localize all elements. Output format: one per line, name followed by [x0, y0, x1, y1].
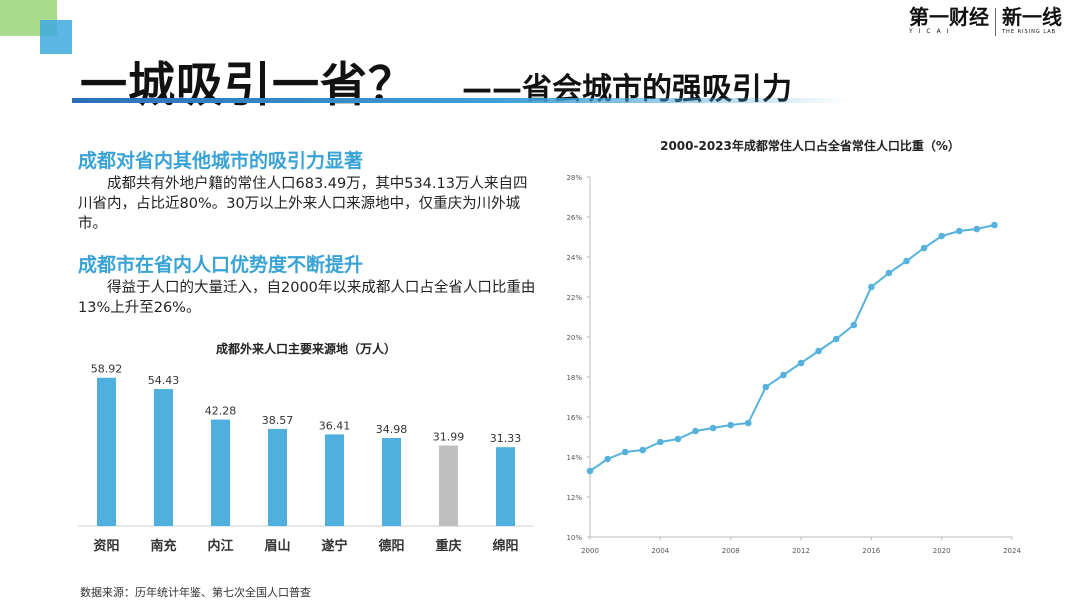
- bar-category-label: 资阳: [93, 538, 119, 554]
- data-point: [780, 371, 787, 379]
- data-point: [692, 427, 699, 435]
- y-tick-label: 10%: [566, 534, 582, 542]
- bar: [382, 437, 401, 526]
- logo-separator: [995, 8, 996, 36]
- bar-category-label: 内江: [207, 538, 233, 554]
- x-tick-label: 2012: [792, 547, 810, 555]
- bar-value-label: 38.57: [262, 414, 294, 427]
- rising-lab-logo: 新一线 THE RISING LAB: [1002, 6, 1062, 36]
- bar-category-label: 南充: [150, 538, 176, 554]
- y-tick-label: 26%: [566, 214, 582, 222]
- x-tick-label: 2020: [933, 547, 951, 555]
- corner-decoration-blue: [40, 20, 72, 54]
- x-tick-label: 2024: [1003, 547, 1021, 555]
- bar-category-label: 遂宁: [321, 538, 347, 554]
- bar-category-label: 眉山: [264, 538, 290, 554]
- data-point: [586, 467, 594, 475]
- bar-value-label: 36.41: [319, 419, 351, 432]
- data-point: [604, 455, 611, 463]
- data-point: [639, 446, 647, 454]
- rising-lab-logo-text: 新一线: [1002, 5, 1062, 29]
- bar: [211, 419, 230, 526]
- y-tick-label: 16%: [566, 414, 582, 422]
- bar: [154, 389, 173, 526]
- section-heading-1: 成都对省内其他城市的吸引力显著: [78, 150, 364, 172]
- section-text-2: 得益于人口的大量迁入，自2000年以来成都人口占全省人口比重由13%上升至26%…: [78, 280, 536, 316]
- data-point: [991, 221, 998, 229]
- brand-logos: 第一财经 YICAI 新一线 THE RISING LAB: [909, 6, 1062, 36]
- line-chart: 10% 12% 14% 16% 18% 20% 22% 24% 26% 28% 2000 2004 20…: [566, 174, 1021, 555]
- data-point: [973, 225, 981, 233]
- x-tick-label: 2008: [722, 547, 740, 555]
- data-point: [868, 283, 875, 291]
- line-chart-title: 2000-2023年成都常住人口占全省常住人口比重（%）: [660, 139, 960, 153]
- yicai-logo: 第一财经 YICAI: [909, 6, 989, 36]
- data-point: [727, 421, 734, 429]
- data-point: [938, 232, 945, 240]
- bar-value-label: 34.98: [376, 423, 408, 436]
- bar-chart: 58.92 资阳 54.43 南充 42.28 内江 38.57 眉山 36.41 遂宁 34.98…: [78, 363, 534, 554]
- data-point: [832, 335, 840, 343]
- x-tick-label: 2000: [581, 547, 599, 555]
- bar: [268, 428, 287, 526]
- rising-lab-logo-sub: THE RISING LAB: [1002, 29, 1057, 35]
- data-point: [674, 435, 682, 443]
- bar-value-label: 58.92: [91, 363, 123, 376]
- data-point: [815, 347, 822, 355]
- section-heading-2: 成都市在省内人口优势度不断提升: [78, 254, 364, 276]
- yicai-logo-sub: YICAI: [909, 28, 955, 35]
- y-tick-label: 22%: [566, 294, 582, 302]
- bar: [496, 447, 515, 526]
- data-point: [797, 359, 805, 367]
- bar-value-label: 31.33: [490, 432, 522, 445]
- bar-category-label: 绵阳: [492, 538, 518, 554]
- y-tick-label: 24%: [566, 254, 582, 262]
- page-title: 一城吸引一省？: [80, 58, 416, 113]
- share-series-line: [589, 224, 995, 472]
- data-source: 数据来源：历年统计年鉴、第七次全国人口普查: [80, 586, 311, 599]
- data-point: [920, 244, 928, 252]
- data-point: [709, 424, 717, 432]
- data-point: [744, 419, 752, 427]
- title-underline: [72, 98, 852, 103]
- yicai-logo-text: 第一财经: [909, 5, 989, 29]
- data-point: [621, 448, 629, 456]
- x-tick-label: 2016: [862, 547, 880, 555]
- y-tick-label: 18%: [566, 374, 582, 382]
- y-tick-label: 28%: [566, 174, 582, 182]
- bar: [97, 377, 116, 526]
- bar-value-label: 42.28: [205, 405, 237, 418]
- y-tick-label: 14%: [566, 454, 582, 462]
- data-point: [762, 383, 770, 391]
- data-point: [955, 227, 963, 235]
- x-tick-label: 2004: [651, 547, 669, 555]
- data-point: [850, 321, 858, 329]
- bar-category-label: 德阳: [378, 538, 404, 554]
- bar-value-label: 54.43: [148, 374, 180, 387]
- bar: [325, 434, 344, 526]
- y-tick-label: 12%: [566, 494, 582, 502]
- bar-chart-title: 成都外来人口主要来源地（万人）: [215, 342, 396, 356]
- y-tick-label: 20%: [566, 334, 582, 342]
- bar: [439, 445, 458, 526]
- section-text-1: 成都共有外地户籍的常住人口683.49万，其中534.13万人来自四川省内，占比…: [78, 176, 528, 232]
- bar-category-label: 重庆: [435, 538, 461, 554]
- data-point: [885, 269, 893, 277]
- data-point: [657, 438, 664, 446]
- data-point: [903, 257, 910, 265]
- bar-value-label: 31.99: [433, 431, 465, 444]
